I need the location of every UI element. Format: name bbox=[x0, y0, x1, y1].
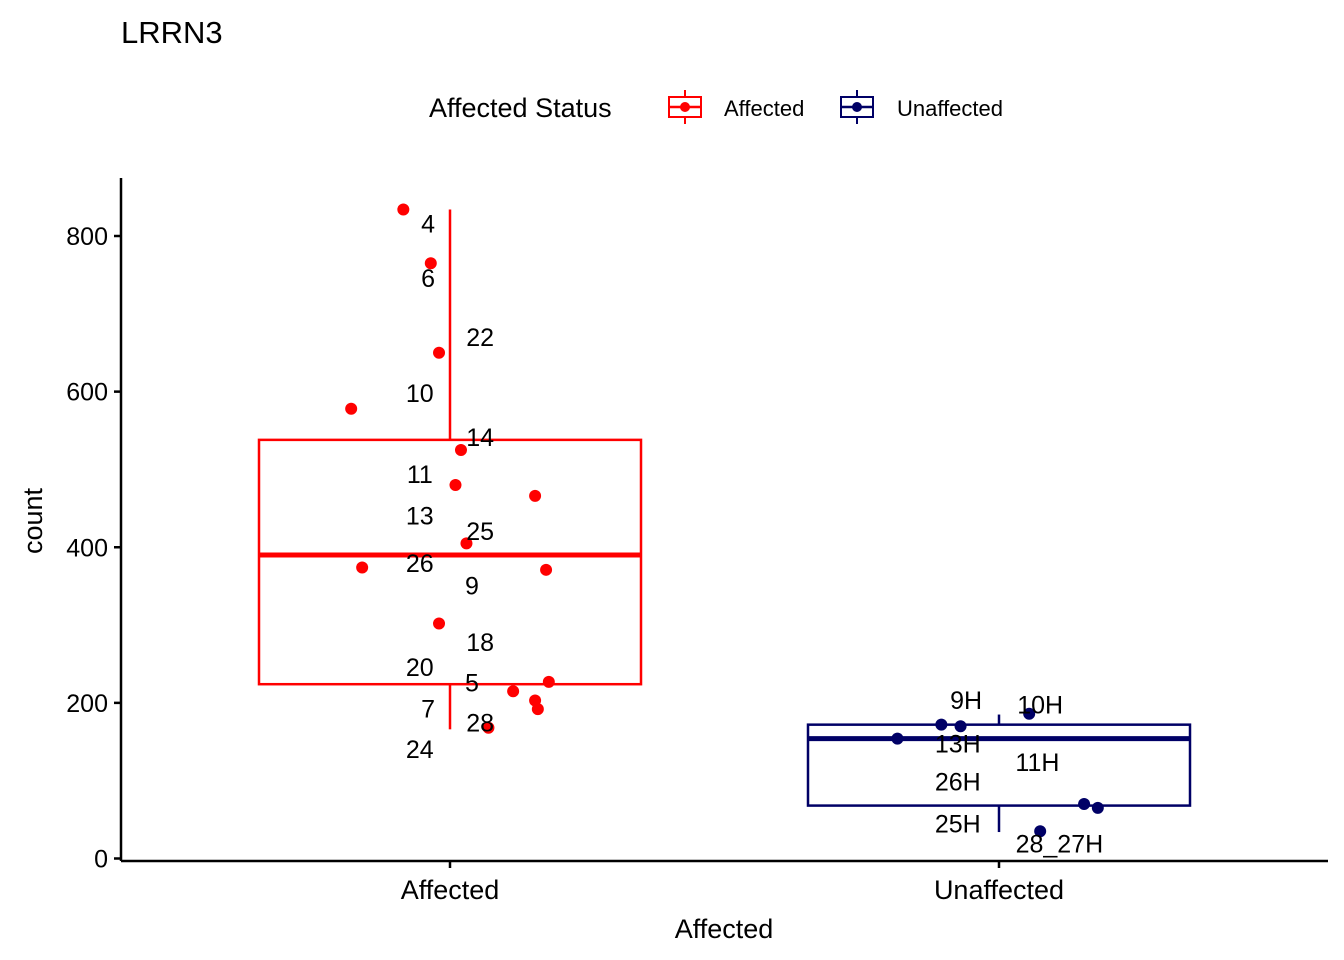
legend-key-point bbox=[680, 102, 690, 112]
data-point bbox=[460, 537, 473, 550]
legend-label: Affected bbox=[724, 96, 804, 121]
point-label: 13H bbox=[935, 730, 981, 758]
plot-area: 4 6 22 10 14 11 13 25 26 9 18 20 5 7 28 24 9H 10H 13H 11H 26… bbox=[257, 203, 1192, 859]
legend-label: Unaffected bbox=[897, 96, 1003, 121]
point-label: 10H bbox=[1017, 691, 1063, 719]
legend-key bbox=[668, 90, 702, 124]
y-tick-label: 800 bbox=[66, 223, 108, 251]
chart-title: LRRN3 bbox=[121, 15, 223, 50]
x-tick-label: Affected bbox=[401, 875, 500, 905]
point-label: 9H bbox=[950, 687, 982, 715]
x-tick-label: Unaffected bbox=[934, 875, 1064, 905]
legend-entry-unaffected: Unaffected bbox=[840, 90, 1003, 124]
legend-entry-affected: Affected bbox=[668, 90, 804, 124]
data-point bbox=[540, 563, 553, 576]
legend-entries: Affected Unaffected bbox=[668, 90, 1003, 124]
data-point bbox=[1034, 825, 1047, 838]
data-point bbox=[433, 346, 446, 359]
x-axis: Affected Unaffected bbox=[121, 859, 1328, 905]
y-tick-label: 400 bbox=[66, 534, 108, 562]
point-label: 11 bbox=[407, 461, 433, 489]
point-label: 18 bbox=[466, 629, 494, 657]
point-label: 26 bbox=[406, 550, 434, 578]
point-labels: 4 6 22 10 14 11 13 25 26 9 18 20 5 7 28 24 9H 10H 13H 11H 26… bbox=[406, 211, 1103, 859]
y-tick-label: 0 bbox=[94, 846, 108, 874]
data-points bbox=[345, 203, 1104, 838]
data-point bbox=[507, 685, 520, 698]
legend-key-point bbox=[852, 102, 862, 112]
data-point bbox=[531, 703, 544, 716]
box-unaffected bbox=[806, 714, 1192, 833]
point-label: 24 bbox=[406, 736, 434, 764]
data-point bbox=[529, 489, 542, 502]
point-label: 13 bbox=[406, 502, 434, 530]
data-point bbox=[482, 721, 495, 734]
legend-title: Affected Status bbox=[429, 93, 612, 123]
data-point bbox=[356, 561, 369, 574]
point-label: 25H bbox=[935, 810, 981, 838]
boxes bbox=[257, 209, 1192, 833]
data-point bbox=[433, 617, 446, 630]
data-point bbox=[454, 443, 467, 456]
y-axis-title: count bbox=[18, 487, 48, 554]
x-axis-title: Affected bbox=[675, 914, 774, 944]
point-label: 9 bbox=[465, 572, 479, 600]
data-point bbox=[935, 718, 948, 731]
box-body bbox=[806, 723, 1192, 807]
data-point bbox=[345, 402, 358, 415]
box-affected bbox=[257, 209, 643, 730]
point-label: 4 bbox=[421, 211, 435, 239]
point-label: 28 bbox=[466, 709, 494, 737]
point-label: 25 bbox=[466, 518, 494, 546]
point-label: 6 bbox=[421, 265, 435, 293]
point-label: 28_27H bbox=[1016, 831, 1104, 859]
data-point bbox=[1091, 801, 1104, 814]
point-label: 10 bbox=[406, 380, 434, 408]
legend-key bbox=[840, 90, 874, 124]
y-axis: 0 200 400 600 800 bbox=[66, 178, 123, 874]
data-point bbox=[424, 257, 437, 270]
data-point bbox=[1023, 707, 1036, 720]
point-label: 11H bbox=[1015, 749, 1059, 777]
point-label: 22 bbox=[466, 324, 494, 352]
legend: Affected Status Affected Unaffected bbox=[429, 90, 1003, 124]
point-label: 14 bbox=[466, 424, 494, 452]
point-label: 5 bbox=[465, 670, 479, 698]
data-point bbox=[954, 720, 967, 733]
point-label: 20 bbox=[406, 654, 434, 682]
data-point bbox=[542, 675, 555, 688]
box-body bbox=[257, 438, 643, 686]
data-point bbox=[1078, 798, 1091, 811]
data-point bbox=[449, 479, 462, 491]
point-label: 7 bbox=[421, 695, 435, 723]
data-point bbox=[397, 203, 410, 216]
data-point bbox=[891, 732, 904, 745]
point-label: 26H bbox=[935, 768, 981, 796]
y-tick-label: 200 bbox=[66, 690, 108, 718]
y-tick-label: 600 bbox=[66, 379, 108, 407]
